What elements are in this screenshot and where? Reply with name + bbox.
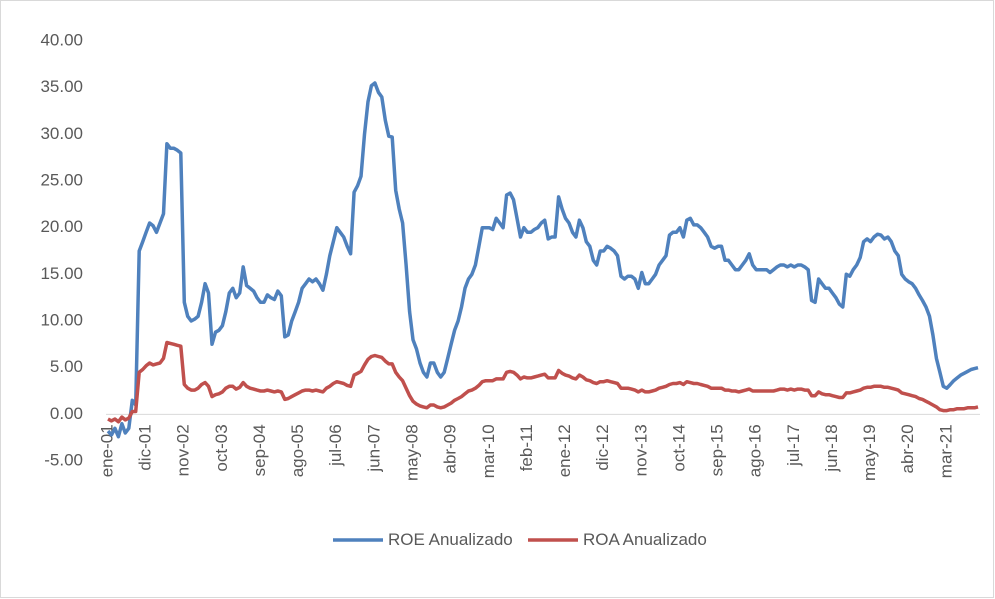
x-tick-label: sep-04 — [250, 424, 269, 476]
x-tick-label: ago-05 — [288, 424, 307, 477]
y-tick-label: 40.00 — [40, 30, 83, 49]
y-tick-label: 35.00 — [40, 77, 83, 96]
y-tick-label: -5.00 — [44, 450, 83, 469]
y-tick-label: 15.00 — [40, 264, 83, 283]
x-tick-label: nov-13 — [631, 424, 650, 476]
x-tick-label: ene-01 — [97, 424, 116, 477]
x-tick-label: abr-20 — [898, 424, 917, 473]
legend-label: ROA Anualizado — [583, 530, 707, 549]
x-tick-label: mar-21 — [936, 424, 955, 478]
y-tick-label: 10.00 — [40, 310, 83, 329]
x-tick-label: ago-16 — [746, 424, 765, 477]
line-series — [106, 81, 979, 439]
x-tick-label: jul-17 — [784, 424, 803, 467]
x-tick-label: dic-01 — [136, 424, 155, 470]
x-tick-label: sep-15 — [708, 424, 727, 476]
x-tick-label: oct-03 — [212, 424, 231, 471]
x-tick-label: may-19 — [860, 424, 879, 481]
x-tick-label: jul-06 — [326, 424, 345, 467]
x-tick-label: dic-12 — [593, 424, 612, 470]
y-tick-label: 25.00 — [40, 170, 83, 189]
x-tick-label: jun-18 — [822, 424, 841, 472]
y-tick-label: 5.00 — [50, 357, 83, 376]
x-tick-label: ene-12 — [555, 424, 574, 477]
x-tick-label: jun-07 — [364, 424, 383, 472]
x-tick-label: may-08 — [403, 424, 422, 481]
y-tick-label: 30.00 — [40, 124, 83, 143]
line-series — [107, 340, 979, 424]
y-tick-label: 0.00 — [50, 404, 83, 423]
x-tick-label: oct-14 — [669, 424, 688, 471]
x-tick-label: mar-10 — [479, 424, 498, 478]
y-tick-label: 20.00 — [40, 217, 83, 236]
x-tick-label: abr-09 — [441, 424, 460, 473]
legend-label: ROE Anualizado — [388, 530, 513, 549]
x-tick-label: nov-02 — [174, 424, 193, 476]
x-tick-label: feb-11 — [517, 424, 536, 471]
